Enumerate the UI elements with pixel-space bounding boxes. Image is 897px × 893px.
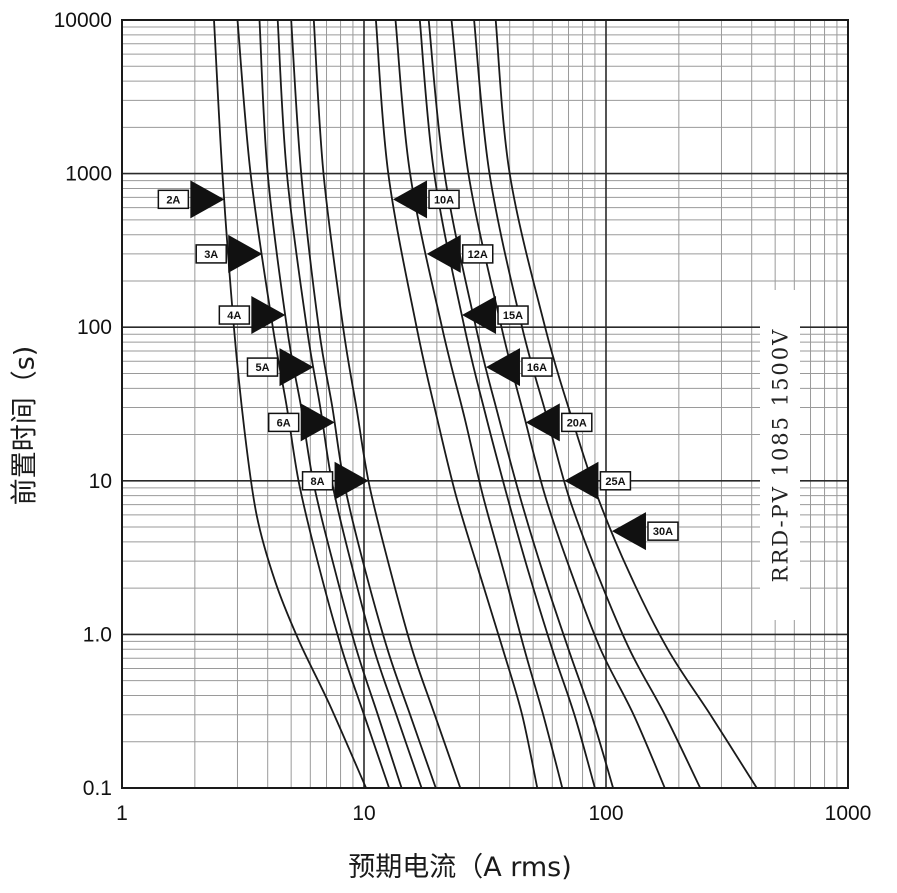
- tag-pointer: [393, 180, 428, 219]
- tag-label: 6A: [277, 417, 291, 429]
- tag-box: [461, 244, 494, 264]
- curve-10A: [375, 19, 539, 789]
- tag-pointer: [564, 461, 599, 500]
- curve-8A: [312, 19, 462, 789]
- curve-12A: [394, 19, 564, 789]
- curve-20A: [450, 19, 666, 789]
- tag-box: [218, 305, 251, 325]
- rating-tag-5A: 5A: [246, 348, 314, 387]
- tag-box: [521, 357, 553, 377]
- tag-box: [599, 471, 632, 491]
- tag-box: [246, 357, 279, 377]
- y-tick-label: 0.1: [83, 777, 112, 800]
- tag-pointer: [426, 234, 461, 273]
- x-tick-label: 10: [352, 802, 375, 825]
- tag-label: 4A: [227, 310, 241, 322]
- tag-label: 20A: [567, 417, 587, 429]
- tag-label: 30A: [653, 526, 673, 538]
- tag-box: [267, 412, 300, 433]
- rating-tag-16A: 16A: [485, 348, 553, 387]
- rating-tag-6A: 6A: [267, 403, 335, 442]
- x-tick-label: 1000: [825, 802, 872, 825]
- tag-pointer: [485, 348, 520, 387]
- y-tick-labels: 10000 1000 100 10 1.0 0.1: [54, 9, 112, 800]
- tag-pointer: [300, 403, 335, 442]
- x-tick-label: 100: [588, 802, 623, 825]
- y-tick-label: 10000: [54, 9, 112, 32]
- tag-label: 8A: [311, 476, 325, 488]
- rating-tag-30A: 30A: [611, 512, 679, 551]
- model-annotation: RRD-PV 1085 1500V: [760, 290, 800, 620]
- y-tick-label: 10: [89, 470, 112, 493]
- curve-16A: [427, 19, 614, 789]
- rating-tag-8A: 8A: [301, 461, 369, 500]
- rating-tag-15A: 15A: [462, 296, 529, 335]
- y-axis-title: 前置时间（s): [2, 330, 42, 520]
- curve-5A: [276, 19, 423, 789]
- tag-pointer: [525, 403, 560, 442]
- rating-tag-2A: 2A: [157, 180, 225, 219]
- minor-gridlines: [122, 20, 848, 788]
- tag-pointer: [334, 461, 369, 500]
- plot-frame: [121, 19, 849, 789]
- tag-label: 16A: [527, 362, 547, 374]
- rating-tag-10A: 10A: [393, 180, 460, 219]
- y-tick-label: 1.0: [83, 623, 112, 646]
- curve-4A: [258, 19, 403, 789]
- y-tick-label: 100: [77, 316, 112, 339]
- curve-25A: [473, 19, 702, 789]
- tag-pointer: [228, 234, 263, 273]
- tag-box: [428, 189, 460, 210]
- x-axis-title: 预期电流（A rms): [348, 852, 572, 883]
- tag-box: [195, 244, 227, 264]
- x-tick-label: 1: [116, 802, 128, 825]
- tag-pointer: [279, 348, 314, 387]
- tag-box: [157, 189, 190, 210]
- tag-label: 10A: [434, 194, 454, 206]
- y-axis-title-text: 前置时间（s): [9, 345, 41, 505]
- curve-3A: [236, 19, 390, 789]
- rating-tag-12A: 12A: [426, 234, 494, 273]
- tag-pointer: [611, 512, 646, 551]
- fuse-curves: [213, 19, 758, 789]
- x-tick-labels: 1 10 100 1000: [116, 802, 871, 825]
- tag-box: [301, 471, 334, 491]
- curve-2A: [213, 19, 367, 789]
- tag-label: 5A: [255, 362, 269, 374]
- rating-tag-4A: 4A: [218, 296, 286, 335]
- tag-label: 15A: [503, 310, 523, 322]
- y-tick-label: 1000: [65, 163, 112, 186]
- curve-6A: [290, 19, 437, 789]
- rating-tag-25A: 25A: [564, 461, 632, 500]
- curve-15A: [418, 19, 596, 789]
- tag-label: 3A: [204, 249, 218, 261]
- tag-pointer: [251, 296, 286, 335]
- tag-pointer: [462, 296, 497, 335]
- tag-label: 25A: [605, 476, 625, 488]
- tag-label: 12A: [468, 249, 488, 261]
- tag-pointer: [190, 180, 225, 219]
- tag-box: [561, 412, 593, 433]
- rating-tag-3A: 3A: [195, 234, 263, 273]
- rating-tag-20A: 20A: [525, 403, 593, 442]
- tag-box: [647, 521, 679, 541]
- tag-box: [497, 305, 529, 325]
- tag-label: 2A: [166, 194, 180, 206]
